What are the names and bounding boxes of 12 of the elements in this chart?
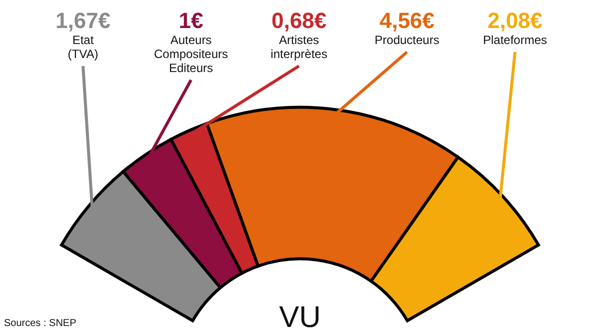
slice-label: Producteurs (374, 33, 440, 47)
data-label: 1,67€ (55, 8, 111, 33)
data-label: 0,68€ (271, 8, 327, 33)
slice-label: Plateformes (482, 33, 548, 47)
slice-label: Etat (TVA) (68, 33, 98, 61)
source-note: Sources : SNEP (4, 318, 77, 329)
slice-label: Artistes interprètes (270, 33, 328, 61)
text: VU (279, 300, 321, 332)
data-label: 1€ (178, 8, 204, 33)
data-label: 4,56€ (379, 8, 435, 33)
slice-label: Auteurs Compositeurs Editeurs (154, 33, 228, 75)
data-label: 2,08€ (487, 8, 543, 33)
